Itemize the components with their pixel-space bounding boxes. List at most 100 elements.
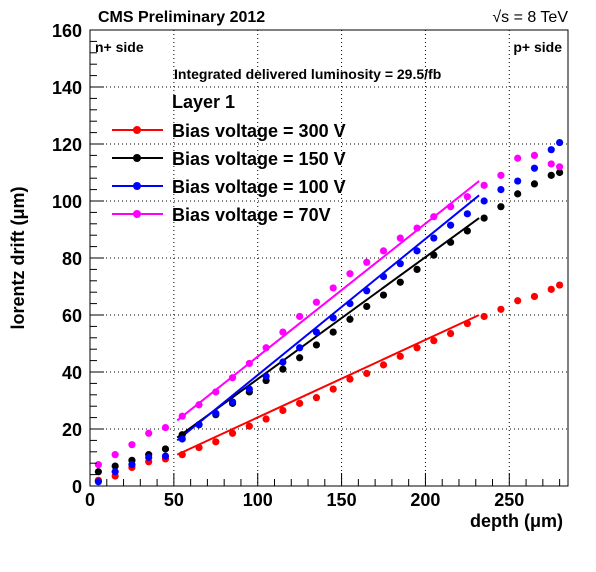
legend-label-1: Bias voltage = 150 V — [172, 149, 346, 169]
data-point-3 — [145, 429, 153, 437]
data-point-2 — [346, 300, 354, 308]
data-point-2 — [396, 260, 404, 268]
data-point-3 — [228, 374, 237, 382]
data-point-2 — [329, 314, 337, 322]
data-point-3 — [111, 451, 119, 459]
data-point-0 — [396, 352, 404, 360]
data-point-0 — [279, 406, 287, 415]
data-point-1 — [413, 265, 421, 273]
axis-ticks: 0 50 100 150 200 250 0 20 40 60 80 100 120 140 160 — [52, 21, 561, 510]
data-point-0 — [262, 415, 270, 423]
data-point-1 — [556, 168, 564, 177]
data-point-3 — [430, 213, 438, 221]
data-point-2 — [262, 372, 270, 380]
corner-right-label: p+ side — [513, 39, 562, 55]
data-point-2 — [195, 421, 203, 429]
x-tick-label: 100 — [243, 490, 273, 510]
data-point-3 — [463, 193, 471, 201]
data-point-2 — [379, 272, 388, 281]
data-point-3 — [245, 359, 253, 368]
data-point-3 — [195, 401, 203, 409]
data-point-2 — [296, 344, 304, 352]
data-point-3 — [279, 328, 287, 336]
data-point-1 — [530, 180, 539, 188]
fit-line-0 — [176, 314, 480, 456]
data-point-1 — [363, 302, 371, 311]
data-point-2 — [312, 328, 321, 336]
fit-line-1 — [176, 217, 480, 439]
data-point-3 — [480, 181, 488, 189]
data-point-0 — [556, 281, 564, 289]
data-point-1 — [463, 227, 471, 235]
data-point-1 — [312, 341, 321, 349]
data-point-2 — [212, 409, 220, 417]
fit-line-3 — [176, 180, 480, 422]
data-point-3 — [94, 461, 102, 469]
data-point-1 — [396, 278, 404, 286]
fit-line-2 — [176, 194, 480, 442]
data-point-1 — [346, 315, 354, 323]
data-point-0 — [413, 344, 421, 352]
data-point-2 — [145, 453, 153, 462]
corner-left-label: n+ side — [95, 39, 144, 55]
data-point-3 — [312, 298, 321, 306]
data-point-0 — [346, 375, 354, 383]
x-tick-label: 200 — [410, 490, 440, 510]
data-point-3 — [446, 203, 455, 211]
data-point-3 — [547, 160, 555, 168]
data-point-2 — [245, 385, 253, 393]
data-point-2 — [547, 146, 555, 154]
data-point-3 — [329, 284, 337, 292]
y-tick-label: 40 — [62, 363, 82, 383]
data-point-2 — [480, 197, 488, 205]
y-tick-label: 100 — [52, 192, 82, 212]
data-point-3 — [128, 441, 136, 449]
fit-lines — [176, 180, 480, 456]
data-point-3 — [556, 163, 564, 171]
data-point-0 — [212, 438, 220, 446]
legend-label-0: Bias voltage = 300 V — [172, 121, 346, 141]
data-point-3 — [262, 344, 270, 352]
data-point-2 — [530, 164, 539, 172]
data-point-2 — [556, 138, 564, 147]
data-point-0 — [480, 312, 488, 321]
data-point-0 — [497, 305, 505, 313]
data-point-1 — [514, 190, 522, 198]
data-point-0 — [446, 329, 455, 338]
data-point-1 — [379, 291, 388, 299]
data-point-1 — [161, 445, 170, 453]
data-point-3 — [212, 388, 220, 396]
data-point-2 — [111, 468, 119, 476]
y-axis-label: lorentz drift (μm) — [8, 186, 28, 329]
legend-marker-3 — [133, 210, 141, 218]
data-point-2 — [463, 210, 471, 218]
legend-label-2: Bias voltage = 100 V — [172, 177, 346, 197]
data-point-2 — [94, 478, 102, 486]
data-point-1 — [547, 171, 555, 179]
header-right: √s = 8 TeV — [492, 9, 568, 26]
data-point-1 — [279, 365, 287, 373]
y-tick-label: 120 — [52, 135, 82, 155]
data-point-0 — [296, 399, 304, 407]
legend-label-3: Bias voltage = 70V — [172, 205, 331, 225]
data-point-3 — [530, 151, 539, 159]
legend-marker-1 — [133, 154, 141, 162]
data-point-3 — [346, 270, 354, 278]
data-point-3 — [514, 154, 522, 162]
legend-marker-2 — [133, 182, 141, 190]
data-point-1 — [497, 203, 505, 211]
x-tick-label: 0 — [85, 490, 95, 510]
data-point-2 — [128, 461, 136, 469]
data-point-0 — [245, 422, 253, 430]
data-point-3 — [161, 423, 170, 432]
x-tick-label: 250 — [494, 490, 524, 510]
data-point-2 — [178, 435, 186, 443]
data-points — [94, 138, 564, 486]
data-point-0 — [430, 337, 438, 345]
data-point-2 — [430, 234, 438, 242]
luminosity-text: Integrated delivered luminosity = 29.5/f… — [174, 66, 441, 82]
data-point-1 — [94, 468, 102, 476]
data-point-1 — [111, 462, 119, 470]
